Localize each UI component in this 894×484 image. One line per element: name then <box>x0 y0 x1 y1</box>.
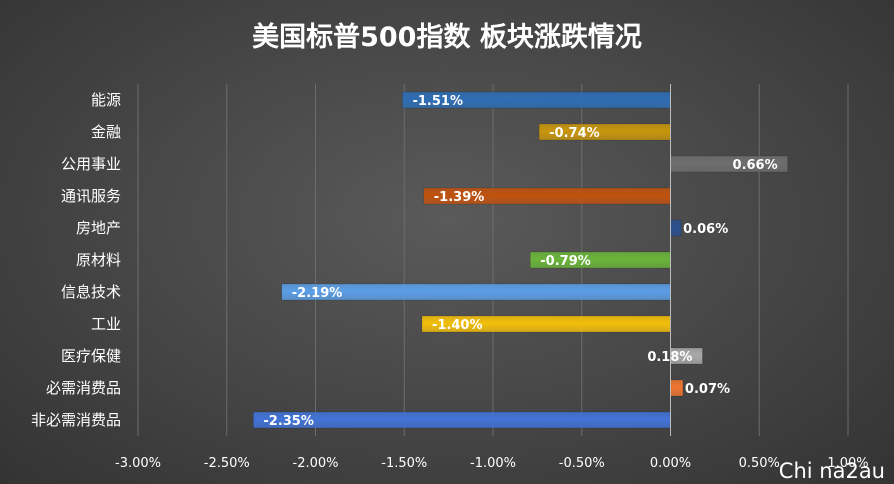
chart-title: 美国标普500指数 板块涨跌情况 <box>252 21 642 53</box>
data-label: -2.35% <box>263 414 314 429</box>
labels: -3.00% -2.50% -2.00% -1.50% -1.00% -0.50% 0.00… <box>31 91 869 471</box>
watermark: Chi na2au <box>779 459 885 483</box>
category-label: 信息技术 <box>61 283 121 301</box>
category-label: 能源 <box>91 91 121 109</box>
data-label: -2.19% <box>292 286 343 301</box>
data-label: -0.74% <box>549 126 600 141</box>
category-label: 工业 <box>91 315 121 333</box>
category-label: 通讯服务 <box>61 187 121 205</box>
bars <box>253 91 788 429</box>
data-label: 0.06% <box>683 222 728 237</box>
data-label: -1.40% <box>432 318 483 333</box>
category-label: 公用事业 <box>61 155 121 173</box>
category-label: 医疗保健 <box>61 347 121 365</box>
data-label: 0.07% <box>685 382 730 397</box>
category-label: 非必需消费品 <box>31 411 121 429</box>
x-tick-label: -2.00% <box>293 456 339 471</box>
x-tick-label: -1.00% <box>470 456 516 471</box>
category-label: 金融 <box>91 123 121 141</box>
gridlines <box>137 84 849 436</box>
data-label: 0.66% <box>733 158 778 173</box>
x-tick-label: 0.50% <box>739 456 780 471</box>
x-tick-label: 1.00% <box>827 456 868 471</box>
x-tick-label: -0.50% <box>559 456 605 471</box>
category-label: 原材料 <box>76 251 121 269</box>
bar-9 <box>670 379 684 397</box>
data-label: 0.18% <box>647 350 692 365</box>
data-label: -1.51% <box>412 94 463 109</box>
x-tick-label: -3.00% <box>115 456 161 471</box>
x-tick-label: -2.50% <box>204 456 250 471</box>
category-label: 房地产 <box>76 219 121 237</box>
data-label: -1.39% <box>434 190 485 205</box>
x-tick-label: 0.00% <box>650 456 691 471</box>
bar-4 <box>670 219 682 237</box>
bar-10 <box>253 411 671 429</box>
x-tick-label: -1.50% <box>381 456 427 471</box>
data-label: -0.79% <box>540 254 591 269</box>
category-label: 必需消费品 <box>46 379 121 397</box>
